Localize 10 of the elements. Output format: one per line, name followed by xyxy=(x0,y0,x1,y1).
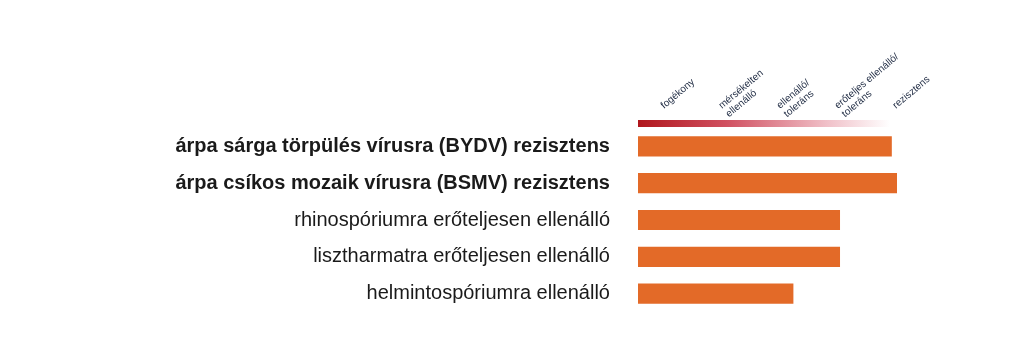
bar xyxy=(638,209,841,231)
y-tick-label: árpa sárga törpülés vírusra (BYDV) rezisztens xyxy=(175,133,610,156)
y-tick-label: helmintospóriumra ellenálló xyxy=(366,281,610,304)
bar xyxy=(638,246,841,267)
y-tick-label: lisztharmatra erőteljesen ellenálló xyxy=(313,244,610,267)
bar xyxy=(638,136,892,157)
bar xyxy=(638,283,794,304)
bar xyxy=(638,173,897,194)
y-tick-label: árpa csíkos mozaik vírusra (BSMV) rezisztens xyxy=(175,170,610,193)
y-tick-label: rhinospóriumra erőteljesen ellenálló xyxy=(294,207,610,230)
